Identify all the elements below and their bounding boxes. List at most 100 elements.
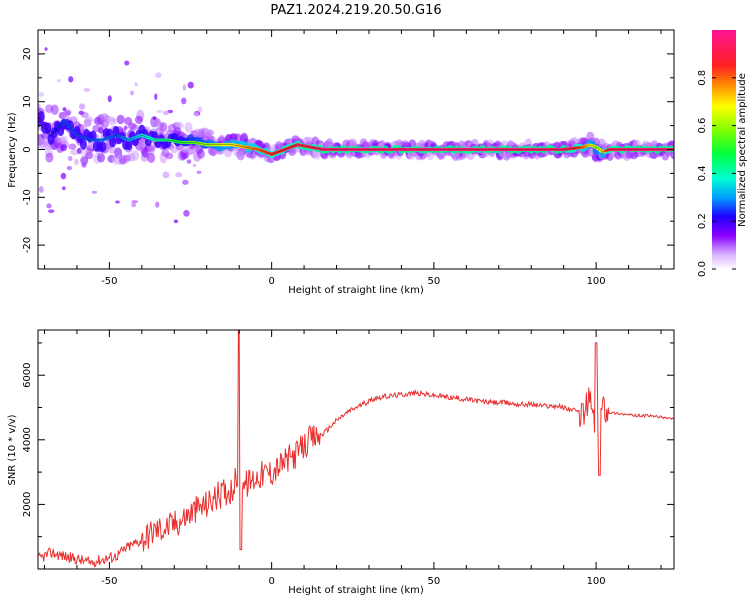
y-tick-label: 6000	[22, 362, 33, 387]
spectrum-speck	[66, 165, 72, 171]
colorbar-tick-label: 0.0	[697, 261, 708, 277]
spectrum-speck	[152, 116, 156, 120]
spectrum-speck	[111, 118, 117, 123]
spectrum-speck	[162, 171, 170, 179]
spectrum-halo	[130, 124, 139, 131]
spectrum-speck	[61, 186, 66, 191]
spectrum-speck	[62, 107, 67, 112]
spectrum-band	[99, 141, 107, 153]
colorbar-tick-label: 0.6	[697, 118, 708, 134]
spectrogram-panel: -50 0 50 100 -20 -10 0 10 20 Height of straight…	[7, 29, 675, 296]
spectrum-halo	[80, 156, 89, 165]
colorbar-ticks: 0.0 0.2 0.4 0.6 0.8	[697, 70, 736, 277]
spectrum-halo	[116, 114, 125, 125]
snr-panel: -50 0 50 100 2000 4000 6000 Height of straigh…	[7, 329, 675, 596]
spectrogram-blobs	[38, 47, 674, 224]
colorbar: 0.0 0.2 0.4 0.6 0.8 Normalized spectral ampl…	[697, 30, 748, 277]
spectrum-speck	[182, 84, 187, 91]
spectrum-speck	[78, 103, 86, 110]
spectrum-halo	[165, 152, 174, 160]
spectrum-halo	[147, 152, 156, 163]
spectrum-speck	[38, 92, 44, 97]
x-tick-label: -50	[101, 576, 117, 587]
spectrum-speck	[60, 172, 67, 180]
spectrum-speck	[98, 126, 104, 134]
colorbar-gradient	[712, 30, 736, 269]
spectrum-speck	[81, 162, 87, 168]
spectrum-speck	[155, 201, 160, 208]
spectrum-speck	[60, 144, 68, 152]
spectrum-halo	[84, 116, 93, 123]
spectrum-speck	[67, 155, 73, 162]
spectrum-speck	[74, 158, 79, 166]
snr-series-line	[38, 330, 674, 568]
y-tick-label: 20	[22, 48, 33, 61]
y-tick-label: -10	[22, 189, 33, 205]
spectrum-halo	[208, 147, 217, 156]
spectrum-speck	[107, 95, 112, 103]
colorbar-tick-label: 0.4	[697, 165, 708, 181]
spectrum-halo	[159, 122, 168, 133]
spectrum-speck	[91, 190, 98, 194]
chart-title: PAZ1.2024.219.20.50.G16	[270, 3, 441, 18]
y-tick-label: 0	[22, 146, 33, 152]
snr-frame	[37, 329, 675, 570]
colorbar-label: Normalized spectral amplitude	[737, 73, 748, 227]
spectrum-speck	[134, 82, 138, 87]
spectrum-halo	[305, 137, 314, 147]
spectrum-speck	[192, 163, 197, 167]
spectrum-speck	[46, 203, 52, 209]
snr-y-axis-label: SNR (10 * v/v)	[7, 414, 18, 485]
spectrum-halo	[134, 115, 143, 125]
snr-x-ticks: -50 0 50 100	[43, 330, 662, 587]
spectrum-speck	[57, 79, 61, 83]
spectrum-speck	[124, 60, 130, 66]
spectrum-speck	[182, 179, 189, 185]
spectrum-halo	[97, 152, 106, 163]
x-tick-label: -50	[101, 276, 117, 287]
spectrum-speck	[186, 159, 192, 164]
spectrum-speck	[44, 47, 48, 51]
x-tick-label: 50	[428, 276, 441, 287]
spectrum-speck	[175, 172, 183, 178]
spectrum-speck	[131, 200, 139, 204]
spectrum-speck	[131, 202, 137, 208]
spectrum-speck	[173, 219, 179, 224]
y-tick-label: -20	[22, 237, 33, 253]
spectrum-ridge-line	[38, 115, 674, 155]
spectrogram-x-axis-label: Height of straight line (km)	[288, 285, 424, 296]
spectrum-speck	[115, 200, 120, 204]
colorbar-tick-label: 0.2	[697, 213, 708, 229]
spectrum-halo	[131, 150, 140, 161]
spectrum-speck	[123, 125, 128, 131]
snr-y-ticks: 2000 4000 6000	[22, 342, 674, 570]
spectrum-speck	[48, 209, 55, 213]
x-tick-label: 0	[268, 276, 274, 287]
y-tick-label: 2000	[22, 492, 33, 517]
y-tick-label: 10	[22, 95, 33, 108]
spectrum-halo	[196, 148, 205, 159]
spectrum-speck	[187, 81, 194, 89]
x-tick-label: 100	[587, 576, 606, 587]
spectrum-speck	[162, 110, 170, 115]
spectrum-halo	[184, 122, 193, 134]
spectrum-halo	[70, 148, 79, 156]
snr-x-axis-label: Height of straight line (km)	[288, 585, 424, 596]
spectrum-halo	[50, 104, 59, 115]
spectrum-speck	[182, 148, 189, 154]
spectrum-band	[109, 136, 117, 148]
x-tick-label: 50	[428, 576, 441, 587]
spectrum-halo	[146, 145, 155, 152]
spectrum-halo	[108, 144, 117, 155]
spectrum-speck	[155, 72, 162, 79]
spectrogram-y-axis-label: Frequency (Hz)	[7, 112, 18, 188]
x-tick-label: 0	[268, 576, 274, 587]
spectrum-speck	[156, 109, 163, 114]
spectrum-band	[79, 138, 87, 150]
spectrum-speck	[130, 90, 134, 96]
spectrum-speck	[78, 110, 84, 115]
spectrum-halo	[45, 152, 54, 163]
spectrum-speck	[38, 186, 44, 193]
x-tick-label: 100	[587, 276, 606, 287]
